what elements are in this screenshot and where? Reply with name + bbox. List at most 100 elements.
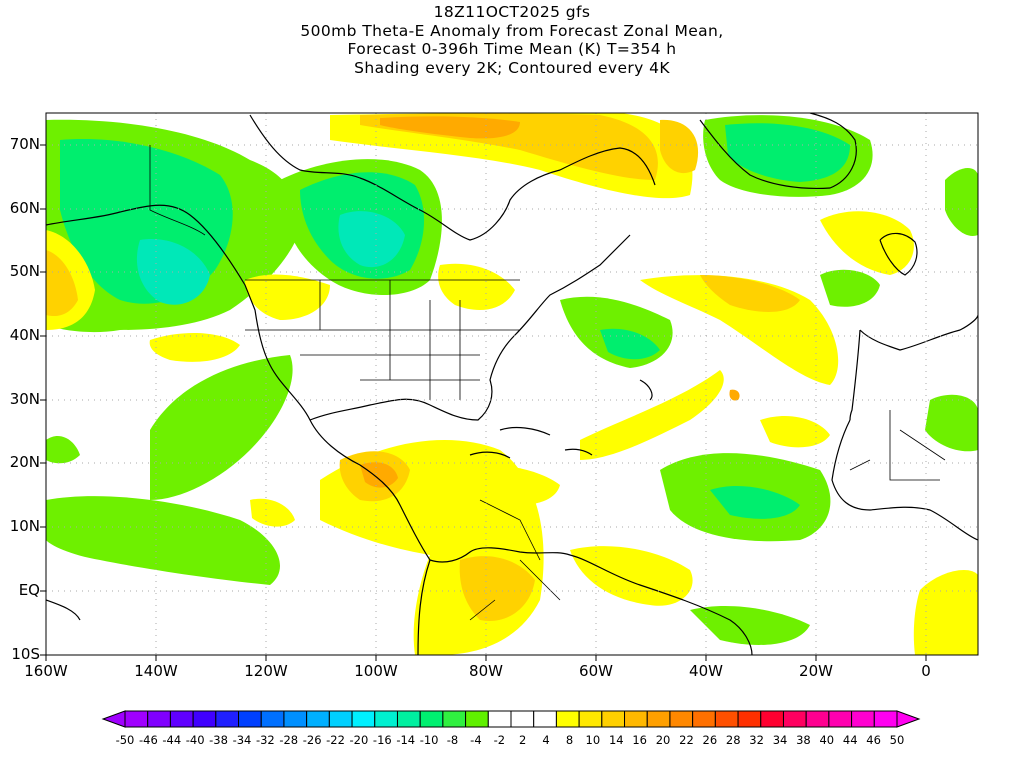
title-run-date: 18Z11OCT2025 gfs [433,3,591,21]
colorbar-label: -14 [396,733,416,747]
lon-label-120w: 120W [244,662,288,680]
colorbar-box [465,710,489,728]
lon-label-80w: 80W [469,662,503,680]
colorbar-box [510,710,535,728]
colorbar-box [851,710,875,728]
lat-label-10n: 10N [9,517,40,535]
lat-label-30n: 30N [9,390,40,408]
colorbar-box [147,710,171,728]
lon-label-60w: 60W [579,662,613,680]
lon-label-100w: 100W [354,662,398,680]
colorbar-label: 10 [585,733,601,747]
colorbar-label: 22 [679,733,694,747]
colorbar-right-arrow [896,710,921,728]
lat-label-70n: 70N [9,135,40,153]
map-frame [45,112,979,656]
colorbar-box [215,710,240,728]
colorbar-box [873,710,898,728]
map-title: 18Z11OCT2025 gfs 500mb Theta-E Anomaly f… [0,3,1024,77]
colorbar-box [487,710,512,728]
colorbar-label: -34 [232,733,252,747]
lon-label-40w: 40W [689,662,723,680]
colorbar-box [328,710,353,728]
colorbar-label: -28 [279,733,299,747]
colorbar-label: 2 [519,733,527,747]
colorbar-box [555,710,580,728]
colorbar-box [374,710,398,728]
colorbar-label: 50 [889,733,905,747]
colorbar-label: 44 [842,733,858,747]
colorbar-boxes [101,710,921,728]
negative-anomaly-strong [136,211,405,305]
colorbar-box [714,710,739,728]
lon-label-140w: 140W [134,662,178,680]
lat-label-50n: 50N [9,262,40,280]
colorbar-box [396,710,421,728]
colorbar-box [692,710,716,728]
colorbar-label: 46 [866,733,881,747]
colorbar-box [124,710,149,728]
colorbar-label: -50 [115,733,135,747]
colorbar-box [578,710,603,728]
title-forecast: Forecast 0-396h Time Mean (K) T=354 h [347,40,677,58]
colorbar-box [306,710,330,728]
colorbar-label: -16 [372,733,392,747]
colorbar-label: -22 [326,733,345,747]
lat-label-eq: EQ [18,581,40,599]
colorbar-label: 28 [725,733,741,747]
colorbar-label: 40 [819,733,835,747]
colorbar-label: -10 [419,733,439,747]
colorbar-label: -26 [302,733,322,747]
shading-layer [46,113,978,655]
colorbar-box [760,710,784,728]
lat-label-20n: 20N [9,453,40,471]
colorbar-label: 34 [772,733,788,747]
title-shading: Shading every 2K; Contoured every 4K [354,58,670,77]
colorbar-label: -32 [255,733,275,747]
colorbar-label: -8 [446,733,459,747]
colorbar-box [442,710,467,728]
political-borders [149,145,946,621]
colorbar-box [192,710,217,728]
colorbar-label: -40 [185,733,205,747]
colorbar-left-arrow [101,710,126,728]
colorbar-label: -44 [162,733,182,747]
lat-label-10s: 10S [11,645,40,663]
colorbar-box [646,710,671,728]
colorbar-box [669,710,694,728]
colorbar-box [828,710,853,728]
colorbar-box [782,710,807,728]
lon-label-0: 0 [921,662,931,680]
colorbar-label: -20 [349,733,369,747]
colorbar-box [260,710,285,728]
lat-label-40n: 40N [9,326,40,344]
lon-label-160w: 160W [24,662,68,680]
colorbar-box [533,710,557,728]
colorbar-label: 14 [608,733,624,747]
coastlines [46,113,978,655]
colorbar-box [283,710,308,728]
grid-lines [46,113,978,655]
colorbar-box [601,710,626,728]
colorbar-label: 38 [796,733,811,747]
colorbar-label: -4 [470,733,482,747]
colorbar-label: -2 [493,733,506,747]
colorbar-box [351,710,376,728]
colorbar-box [169,710,194,728]
colorbar-box [419,710,444,728]
colorbar-label: 32 [749,733,764,747]
lat-label-60n: 60N [9,199,40,217]
lon-label-20w: 20W [799,662,833,680]
colorbar-label: -38 [209,733,228,747]
colorbar-label: 8 [565,733,574,747]
colorbar-box [624,710,648,728]
title-field: 500mb Theta-E Anomaly from Forecast Zona… [300,21,724,40]
colorbar-label: 4 [542,733,550,747]
colorbar-box [238,710,262,728]
colorbar-label: 26 [702,733,718,747]
axis-ticks [40,144,927,661]
colorbar-label: -46 [138,733,158,747]
colorbar-box [737,710,762,728]
